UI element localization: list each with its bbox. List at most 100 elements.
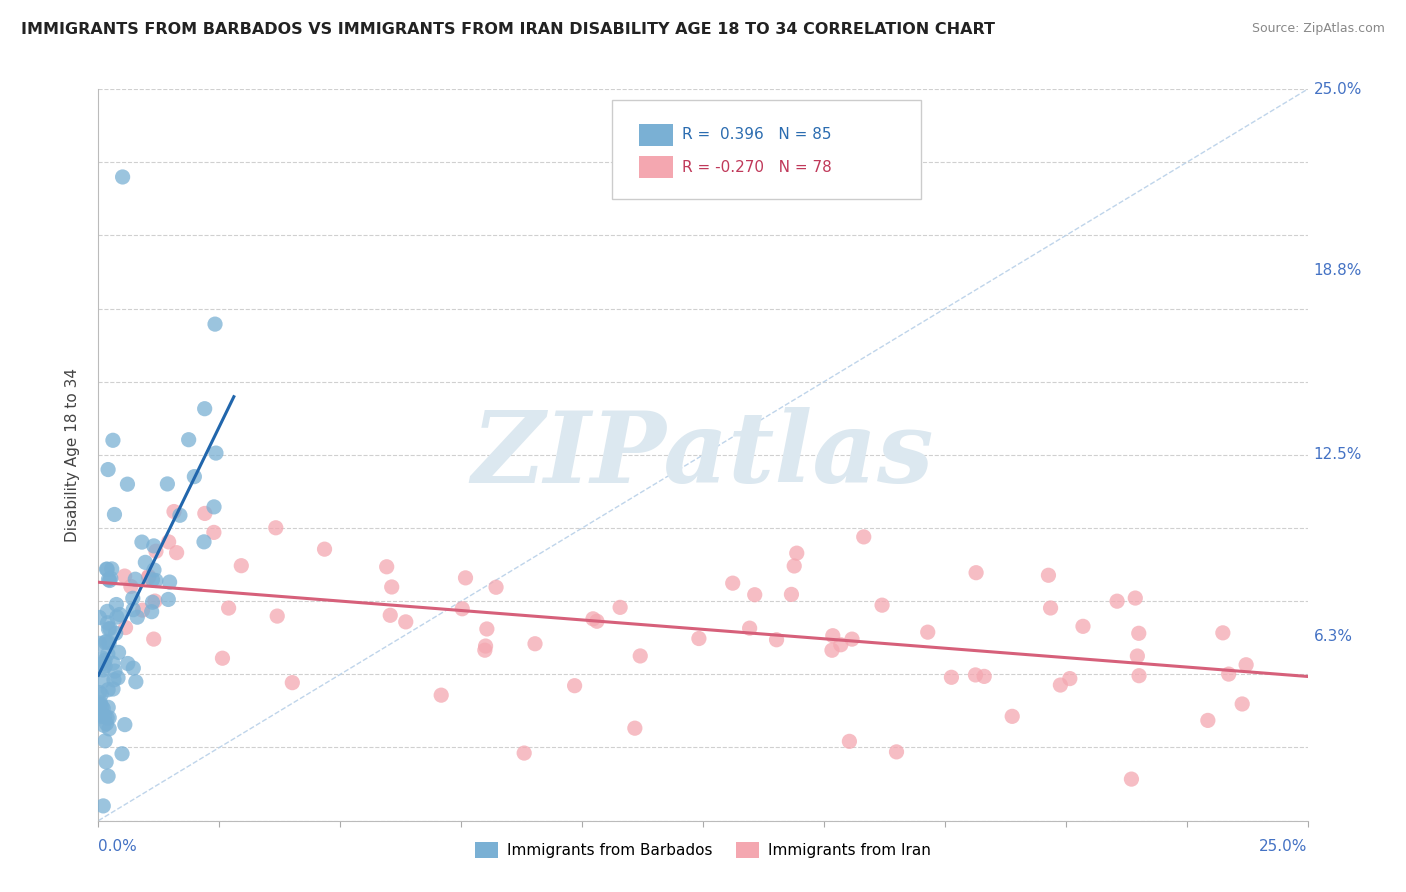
Point	[1197, 714, 1219, 728]
Point	[830, 638, 852, 652]
Point	[474, 639, 496, 653]
Point	[93, 657, 115, 671]
Point	[1234, 657, 1257, 672]
Point	[111, 169, 134, 184]
Point	[108, 607, 131, 622]
Point	[395, 615, 418, 629]
Point	[202, 525, 225, 540]
Point	[96, 562, 118, 576]
Point	[183, 469, 205, 483]
Point	[738, 621, 761, 635]
Point	[1128, 626, 1150, 640]
Point	[89, 698, 111, 712]
Point	[131, 603, 153, 617]
Point	[381, 580, 404, 594]
Text: ZIPatlas: ZIPatlas	[472, 407, 934, 503]
Point	[91, 701, 114, 715]
Point	[194, 401, 217, 416]
Point	[281, 675, 304, 690]
Point	[127, 610, 149, 624]
Point	[163, 504, 186, 518]
Point	[1059, 672, 1081, 686]
Point	[211, 651, 233, 665]
Text: 6.3%: 6.3%	[1313, 629, 1353, 644]
Point	[454, 571, 477, 585]
Point	[1049, 678, 1071, 692]
Point	[134, 555, 156, 569]
Point	[103, 673, 125, 687]
Point	[886, 745, 908, 759]
Point	[380, 608, 402, 623]
Point	[107, 645, 129, 659]
Point	[93, 718, 115, 732]
Point	[98, 622, 121, 636]
Point	[89, 685, 111, 699]
Point	[101, 681, 124, 696]
Text: 12.5%: 12.5%	[1313, 448, 1362, 462]
Point	[145, 544, 167, 558]
Legend: Immigrants from Barbados, Immigrants from Iran: Immigrants from Barbados, Immigrants fro…	[470, 836, 936, 864]
Point	[821, 643, 844, 657]
Point	[120, 579, 142, 593]
Bar	[638, 124, 673, 145]
Point	[125, 674, 148, 689]
Point	[852, 530, 875, 544]
Point	[89, 707, 111, 722]
Point	[143, 594, 166, 608]
Point	[1039, 601, 1062, 615]
Point	[122, 602, 145, 616]
Point	[114, 569, 136, 583]
Point	[1121, 772, 1143, 786]
Point	[485, 580, 508, 594]
Point	[917, 625, 939, 640]
Point	[91, 798, 114, 813]
Point	[582, 612, 605, 626]
Point	[94, 734, 117, 748]
Point	[218, 601, 240, 615]
Point	[138, 569, 160, 583]
Point	[94, 755, 117, 769]
Point	[98, 574, 121, 588]
Point	[101, 434, 124, 448]
Point	[157, 592, 180, 607]
Point	[474, 643, 496, 657]
Point	[101, 656, 124, 670]
Point	[1126, 648, 1149, 663]
Text: R =  0.396   N = 85: R = 0.396 N = 85	[682, 127, 832, 142]
Point	[838, 734, 860, 748]
Point	[114, 717, 136, 731]
Point	[100, 571, 122, 585]
Point	[564, 679, 586, 693]
Point	[609, 600, 631, 615]
Point	[91, 673, 114, 688]
Point	[1038, 568, 1060, 582]
Point	[744, 588, 766, 602]
Point	[205, 446, 228, 460]
Point	[169, 508, 191, 523]
Point	[231, 558, 253, 573]
Point	[103, 508, 125, 522]
Point	[98, 711, 121, 725]
Point	[141, 595, 163, 609]
Point	[841, 632, 863, 647]
Y-axis label: Disability Age 18 to 34: Disability Age 18 to 34	[65, 368, 80, 542]
Point	[117, 657, 139, 671]
Point	[141, 573, 163, 587]
Point	[94, 635, 117, 649]
Point	[122, 661, 145, 675]
Point	[204, 317, 226, 331]
Point	[138, 570, 160, 584]
Point	[96, 716, 118, 731]
FancyBboxPatch shape	[613, 100, 921, 199]
Point	[765, 632, 787, 647]
Point	[90, 709, 112, 723]
Point	[121, 591, 143, 606]
Point	[870, 598, 893, 612]
Point	[124, 572, 146, 586]
Text: Source: ZipAtlas.com: Source: ZipAtlas.com	[1251, 22, 1385, 36]
Point	[96, 634, 118, 648]
Text: 0.0%: 0.0%	[98, 838, 138, 854]
Point	[97, 622, 120, 636]
Point	[104, 664, 127, 678]
Point	[624, 721, 647, 735]
